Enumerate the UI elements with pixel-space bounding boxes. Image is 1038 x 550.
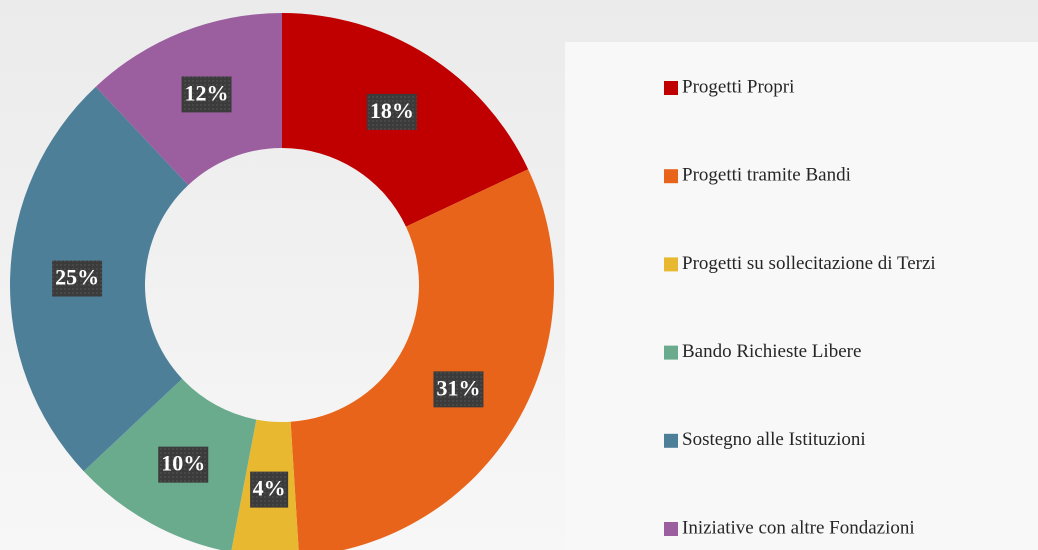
legend-box <box>565 42 1038 550</box>
data-label-box <box>52 260 103 297</box>
data-label: 25% <box>55 265 99 290</box>
data-label: 4% <box>253 476 286 501</box>
data-label-box <box>158 446 209 483</box>
data-label: 10% <box>161 451 205 476</box>
donut-slice <box>290 169 554 550</box>
legend-swatch <box>664 345 678 360</box>
data-label-box <box>250 471 289 508</box>
data-label: 12% <box>185 80 229 105</box>
data-label: 31% <box>436 375 480 400</box>
data-label-box <box>433 371 484 408</box>
data-label: 18% <box>370 98 414 123</box>
legend-label: Bando Richieste Libere <box>682 341 861 362</box>
legend-label: Progetti tramite Bandi <box>682 165 851 186</box>
legend-swatch <box>664 169 678 184</box>
legend-label: Iniziative con altre Fondazioni <box>682 517 915 538</box>
legend-label: Progetti su sollecitazione di Terzi <box>682 253 936 274</box>
legend-swatch <box>664 257 678 272</box>
legend-swatch <box>664 81 678 95</box>
legend-swatch <box>664 433 678 448</box>
data-label-box <box>366 93 417 130</box>
legend-label: Progetti Propri <box>682 76 794 97</box>
data-label-box <box>181 76 232 113</box>
legend-label: Sostegno alle Istituzioni <box>682 429 866 450</box>
legend-swatch <box>664 522 678 536</box>
